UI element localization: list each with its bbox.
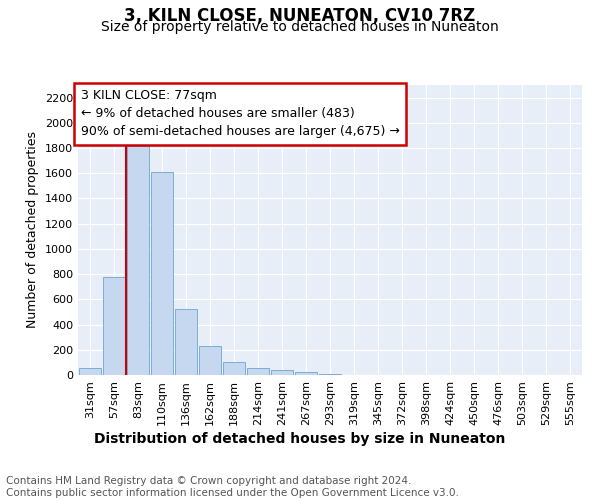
Bar <box>271 370 293 375</box>
Bar <box>223 362 245 375</box>
Text: Size of property relative to detached houses in Nuneaton: Size of property relative to detached ho… <box>101 20 499 34</box>
Bar <box>319 374 341 375</box>
Bar <box>151 172 173 375</box>
Text: Contains HM Land Registry data © Crown copyright and database right 2024.
Contai: Contains HM Land Registry data © Crown c… <box>6 476 459 498</box>
Bar <box>175 310 197 375</box>
Y-axis label: Number of detached properties: Number of detached properties <box>26 132 40 328</box>
Bar <box>247 368 269 375</box>
Bar <box>199 346 221 375</box>
Text: Distribution of detached houses by size in Nuneaton: Distribution of detached houses by size … <box>94 432 506 446</box>
Text: 3 KILN CLOSE: 77sqm
← 9% of detached houses are smaller (483)
90% of semi-detach: 3 KILN CLOSE: 77sqm ← 9% of detached hou… <box>80 90 400 138</box>
Bar <box>103 276 125 375</box>
Bar <box>79 368 101 375</box>
Bar <box>295 372 317 375</box>
Text: 3, KILN CLOSE, NUNEATON, CV10 7RZ: 3, KILN CLOSE, NUNEATON, CV10 7RZ <box>124 8 476 26</box>
Bar <box>127 146 149 375</box>
